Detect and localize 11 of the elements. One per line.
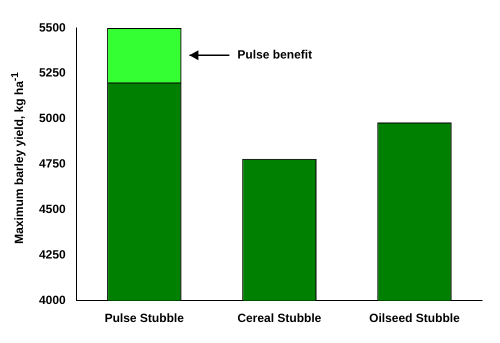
- y-tick-label: 5250: [38, 66, 66, 80]
- y-tick-label: 4000: [38, 292, 66, 307]
- y-tick-label: 4750: [38, 156, 66, 171]
- text: Pulse benefit: [237, 48, 312, 62]
- x-tick-label: Cereal Stubble: [237, 311, 322, 326]
- x-tick-label: Oilseed Stubble: [369, 311, 460, 326]
- y-tick-label: 5000: [38, 111, 66, 126]
- y-tick-label: 5500: [38, 20, 66, 34]
- x-tick-label: Pulse Stubble: [104, 311, 184, 326]
- y-tick-label: 4250: [38, 247, 66, 262]
- y-tick-label: 4500: [38, 202, 66, 216]
